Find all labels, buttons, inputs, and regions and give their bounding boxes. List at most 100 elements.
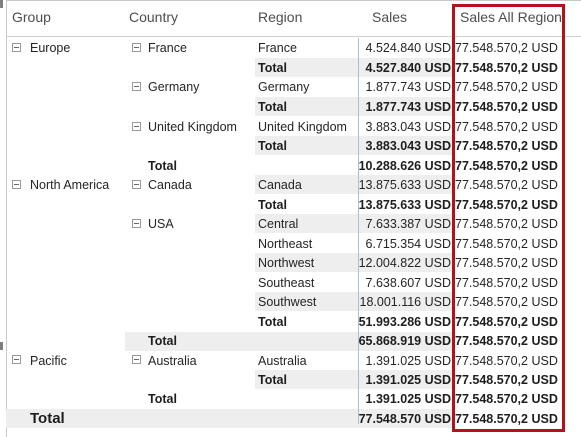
row-band — [255, 136, 455, 155]
collapse-usa-icon[interactable] — [132, 219, 141, 228]
country-total-label: Total — [148, 392, 177, 406]
grand-total-sales-all-region: 77.548.570,2 USD — [455, 412, 558, 426]
sales-all-region-value: 77.548.570,2 USD — [455, 61, 558, 75]
sales-all-region-value: 77.548.570,2 USD — [455, 354, 558, 368]
country-cell[interactable]: Germany — [148, 80, 200, 94]
sales-column-divider — [358, 38, 359, 424]
group-cell[interactable]: Europe — [30, 41, 71, 55]
sales-value: 4.527.840 USD — [365, 61, 451, 75]
region-total-label: Total — [258, 198, 287, 212]
collapse-europe-icon[interactable] — [12, 43, 21, 52]
row-band — [255, 58, 455, 77]
region-cell[interactable]: Southwest — [258, 295, 317, 309]
sales-all-region-value: 77.548.570,2 USD — [455, 178, 558, 192]
sales-value: 18.001.116 USD — [359, 295, 452, 309]
resize-handle-middle[interactable] — [0, 342, 3, 350]
sales-value: 3.883.043 USD — [365, 120, 451, 134]
sales-value: 65.868.919 USD — [358, 334, 451, 348]
sales-value: 13.875.633 USD — [358, 198, 451, 212]
sales-all-region-value: 77.548.570,2 USD — [455, 373, 558, 387]
visual-left-border — [6, 0, 7, 437]
country-cell[interactable]: Canada — [148, 178, 192, 192]
sales-all-region-value: 77.548.570,2 USD — [455, 100, 558, 114]
sales-all-region-value: 77.548.570,2 USD — [455, 237, 558, 251]
region-total-label: Total — [258, 373, 287, 387]
sales-value: 7.633.387 USD — [365, 217, 451, 231]
sales-value: 1.391.025 USD — [365, 354, 451, 368]
sales-all-region-value: 77.548.570,2 USD — [455, 198, 558, 212]
region-cell[interactable]: United Kingdom — [258, 120, 347, 134]
region-total-label: Total — [258, 61, 287, 75]
header-sales[interactable]: Sales — [372, 9, 408, 25]
country-total-label: Total — [148, 334, 177, 348]
region-cell[interactable]: Australia — [258, 354, 307, 368]
sales-all-region-value: 77.548.570,2 USD — [455, 159, 558, 173]
sales-all-region-value: 77.548.570,2 USD — [455, 315, 558, 329]
header-group[interactable]: Group — [12, 9, 51, 25]
collapse-france-icon[interactable] — [132, 43, 141, 52]
sales-value: 3.883.043 USD — [365, 139, 451, 153]
collapse-north-america-icon[interactable] — [12, 180, 21, 189]
sales-all-region-value: 77.548.570,2 USD — [455, 217, 558, 231]
sales-all-region-value: 77.548.570,2 USD — [455, 139, 558, 153]
region-total-label: Total — [258, 139, 287, 153]
region-cell[interactable]: Canada — [258, 178, 302, 192]
header-divider — [6, 36, 581, 37]
row-band — [255, 253, 455, 272]
collapse-germany-icon[interactable] — [132, 82, 141, 91]
region-cell[interactable]: Northeast — [258, 237, 313, 251]
visual-top-border — [6, 0, 581, 1]
row-band — [255, 97, 455, 116]
row-band — [6, 409, 455, 428]
sales-value: 1.877.743 USD — [365, 100, 451, 114]
header-country[interactable]: Country — [129, 9, 179, 25]
region-cell[interactable]: Northwest — [258, 256, 315, 270]
row-band — [125, 332, 455, 351]
sales-value: 7.638.607 USD — [365, 276, 451, 290]
header-sales-all-region[interactable]: Sales All Region — [460, 9, 562, 25]
grand-total-sales: 77.548.570 USD — [358, 412, 451, 426]
sales-value: 13.875.633 USD — [358, 178, 451, 192]
group-cell[interactable]: North America — [30, 178, 110, 192]
grand-total-label: Total — [30, 410, 65, 427]
sales-value: 1.877.743 USD — [365, 80, 451, 94]
group-cell[interactable]: Pacific — [30, 354, 67, 368]
collapse-canada-icon[interactable] — [132, 180, 141, 189]
sales-value: 10.288.626 USD — [358, 159, 451, 173]
country-cell[interactable]: France — [148, 41, 187, 55]
collapse-australia-icon[interactable] — [132, 355, 141, 364]
sales-all-region-value: 77.548.570,2 USD — [455, 120, 558, 134]
row-band — [255, 292, 455, 311]
collapse-pacific-icon[interactable] — [12, 355, 21, 364]
resize-handle-top[interactable] — [0, 0, 3, 8]
sales-value: 1.391.025 USD — [365, 392, 451, 406]
sales-all-region-value: 77.548.570,2 USD — [455, 41, 558, 55]
region-cell[interactable]: Southeast — [258, 276, 315, 290]
sales-all-region-value: 77.548.570,2 USD — [455, 80, 558, 94]
sales-all-region-value: 77.548.570,2 USD — [455, 276, 558, 290]
sales-value: 12.004.822 USD — [358, 256, 451, 270]
sales-all-region-value: 77.548.570,2 USD — [455, 392, 558, 406]
region-cell[interactable]: France — [258, 41, 297, 55]
country-cell[interactable]: USA — [148, 217, 174, 231]
sales-value: 6.715.354 USD — [365, 237, 451, 251]
row-band — [255, 175, 455, 194]
region-total-label: Total — [258, 315, 287, 329]
region-cell[interactable]: Germany — [258, 80, 310, 94]
sales-value: 51.993.286 USD — [358, 315, 451, 329]
country-cell[interactable]: Australia — [148, 354, 197, 368]
sales-value: 1.391.025 USD — [365, 373, 451, 387]
region-cell[interactable]: Central — [258, 217, 299, 231]
sales-all-region-value: 77.548.570,2 USD — [455, 334, 558, 348]
collapse-united-kingdom-icon[interactable] — [132, 122, 141, 131]
sales-value: 4.524.840 USD — [365, 41, 451, 55]
country-total-label: Total — [148, 159, 177, 173]
row-band — [255, 370, 455, 389]
sales-all-region-value: 77.548.570,2 USD — [455, 295, 558, 309]
header-region[interactable]: Region — [258, 9, 303, 25]
country-cell[interactable]: United Kingdom — [148, 120, 237, 134]
row-band — [255, 214, 455, 233]
region-total-label: Total — [258, 100, 287, 114]
sales-all-region-value: 77.548.570,2 USD — [455, 256, 558, 270]
